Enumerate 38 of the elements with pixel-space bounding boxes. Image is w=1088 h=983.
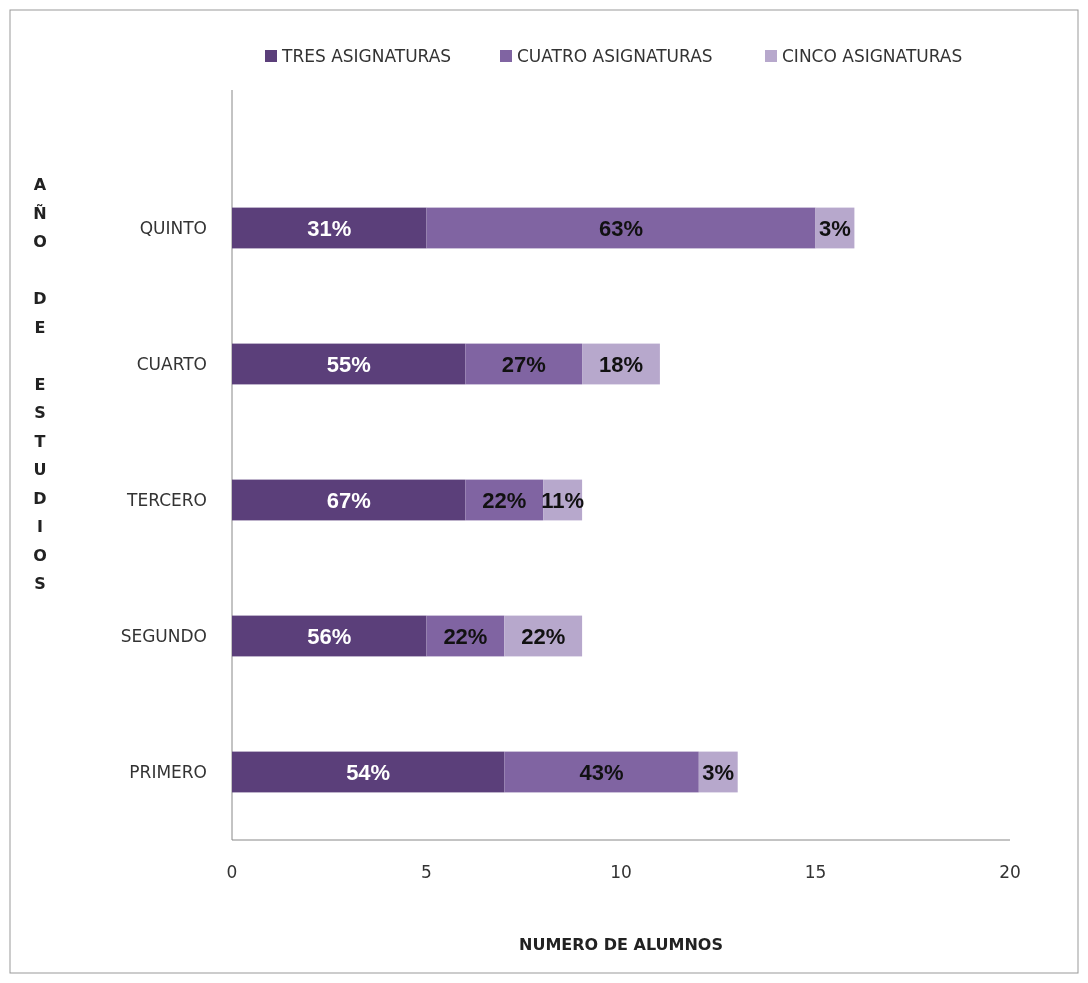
bar [504, 751, 699, 793]
annotation: 18% [598, 352, 644, 377]
x-tick-label: 10 [610, 862, 632, 882]
y-tick-label: TERCERO [126, 490, 207, 510]
y-tick-label: PRIMERO [129, 762, 207, 782]
annotation: 63% [598, 216, 644, 241]
annotation: 56% [307, 624, 352, 649]
text: AÑO DE ESTUDIOS [33, 175, 47, 593]
legend-label: TRES ASIGNATURAS [281, 46, 452, 66]
y-tick-label: SEGUNDO [120, 626, 207, 646]
legend-label: CUATRO ASIGNATURAS [517, 46, 713, 66]
bar [426, 207, 816, 249]
annotation: 43% [579, 760, 624, 785]
bar [232, 479, 466, 521]
bar [232, 615, 427, 657]
y-tick-label: CUARTO [136, 354, 207, 374]
annotation: 55% [326, 352, 371, 377]
bar [232, 751, 505, 793]
annotation: 54% [346, 760, 391, 785]
annotation: 31% [307, 216, 352, 241]
annotation: 3% [819, 216, 851, 241]
annotation: 22% [482, 488, 527, 513]
x-tick-label: 5 [421, 862, 432, 882]
annotation: 3% [702, 760, 735, 785]
annotation: 67% [326, 488, 371, 513]
x-axis-title: NUMERO DE ALUMNOS [519, 935, 723, 954]
annotation: 22% [521, 624, 566, 649]
x-tick-label: 20 [999, 862, 1021, 882]
x-tick-label: 0 [226, 862, 238, 882]
annotation: 22% [443, 624, 488, 649]
y-tick-label: QUINTO [139, 218, 207, 238]
bar [465, 343, 583, 385]
annotation: 27% [501, 352, 546, 377]
legend-label: CINCO ASIGNATURAS [782, 46, 963, 66]
bar [232, 343, 466, 385]
bar [232, 207, 427, 249]
x-tick-label: 15 [804, 862, 827, 882]
annotation: 11% [541, 488, 585, 513]
